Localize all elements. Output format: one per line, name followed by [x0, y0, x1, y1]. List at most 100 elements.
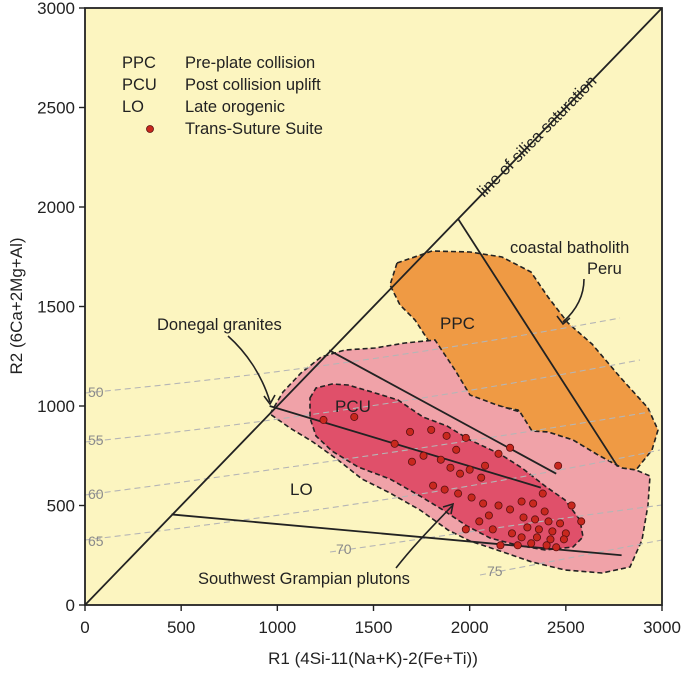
data-point — [475, 517, 484, 526]
peru-arrowhead — [556, 315, 571, 326]
data-point — [461, 525, 470, 534]
data-point — [552, 543, 561, 552]
data-point — [548, 527, 557, 536]
y-tick-label: 0 — [66, 596, 75, 615]
y-tick-label: 3000 — [37, 0, 75, 18]
data-point — [507, 529, 516, 538]
y-tick-label: 500 — [47, 497, 75, 516]
data-point — [436, 455, 445, 464]
peru-label: Peru — [587, 260, 622, 278]
contour-lines — [84, 317, 663, 576]
y-tick-label: 2500 — [37, 99, 75, 118]
data-point — [390, 439, 399, 448]
legend-text-lo: Late orogenic — [185, 98, 285, 116]
data-point — [477, 473, 486, 482]
silica-saturation-line — [84, 7, 663, 606]
data-point — [479, 499, 488, 508]
legend-abbr-pcu: PCU — [122, 76, 157, 94]
x-tick-label: 0 — [80, 618, 89, 637]
data-point — [577, 517, 586, 526]
data-point — [452, 445, 461, 454]
data-point — [461, 433, 470, 442]
data-point — [556, 519, 565, 528]
ppc-label: PPC — [440, 314, 475, 333]
data-point — [454, 489, 463, 498]
contour-line — [329, 504, 663, 553]
y-tick-label: 1000 — [37, 397, 75, 416]
ppc-boundary — [457, 218, 619, 468]
y-tick-label: 2000 — [37, 198, 75, 217]
data-point — [523, 523, 532, 532]
y-tick-label: 1500 — [37, 298, 75, 317]
data-point — [446, 463, 455, 472]
coastal-batholith-label: coastal batholith — [510, 239, 629, 257]
data-point — [419, 451, 428, 460]
data-point — [484, 511, 493, 520]
data-point — [406, 427, 415, 436]
data-point — [542, 541, 551, 550]
data-points — [319, 412, 586, 552]
data-point — [496, 541, 505, 550]
data-point — [517, 497, 526, 506]
data-point — [442, 431, 451, 440]
grampian-arrowhead — [442, 502, 455, 515]
x-tick-label: 1500 — [355, 618, 393, 637]
data-point — [467, 493, 476, 502]
data-point — [429, 481, 438, 490]
data-point — [465, 465, 474, 474]
data-point — [506, 443, 515, 452]
x-axis-ticks: 0 500 1000 1500 2000 2500 3000 — [80, 605, 681, 637]
y-axis-ticks: 0 500 1000 1500 2000 2500 3000 — [37, 0, 85, 615]
data-point — [456, 469, 465, 478]
data-point — [481, 461, 490, 470]
legend-text-ppc: Pre-plate collision — [185, 54, 315, 72]
data-point — [519, 513, 528, 522]
data-point — [567, 501, 576, 510]
data-point — [554, 461, 563, 470]
contour-label-70: 70 — [336, 541, 352, 557]
donegal-arrowhead — [263, 394, 276, 406]
data-point — [427, 425, 436, 434]
lo-pcu-boundary — [269, 405, 542, 489]
pcu-ppc-boundary — [328, 349, 557, 475]
donegal-label: Donegal granites — [157, 316, 282, 334]
data-point — [532, 533, 541, 542]
data-point — [544, 517, 553, 526]
data-point — [350, 412, 359, 421]
contour-label-65: 65 — [88, 533, 104, 549]
legend: PPC Pre-plate collision PCU Post collisi… — [122, 54, 323, 138]
data-point — [534, 525, 543, 534]
y-axis-label: R2 (6Ca+2Mg+Al) — [7, 237, 26, 374]
legend-text-pcu: Post collision uplift — [185, 76, 321, 94]
contour-label-50: 50 — [88, 384, 104, 400]
data-point — [527, 539, 536, 548]
x-tick-label: 2500 — [547, 618, 585, 637]
data-point — [540, 507, 549, 516]
data-point — [506, 505, 515, 514]
x-axis-label: R1 (4Si-11(Na+K)-2(Fe+Ti)) — [268, 649, 478, 668]
contour-label-60: 60 — [88, 486, 104, 502]
pcu-label: PCU — [335, 397, 371, 416]
data-point — [488, 525, 497, 534]
peru-arrow — [562, 278, 585, 323]
x-tick-label: 2000 — [451, 618, 489, 637]
x-tick-label: 3000 — [643, 618, 681, 637]
x-tick-label: 1000 — [258, 618, 296, 637]
contour-label-75: 75 — [487, 563, 503, 579]
data-point — [517, 533, 526, 542]
data-point — [531, 515, 540, 524]
data-point — [319, 415, 328, 424]
data-point — [407, 457, 416, 466]
data-point — [494, 501, 503, 510]
data-point — [440, 485, 449, 494]
legend-text-tss: Trans-Suture Suite — [185, 120, 323, 138]
data-point — [494, 449, 503, 458]
data-point — [559, 535, 568, 544]
contour-line — [84, 411, 651, 496]
data-point — [546, 535, 555, 544]
contour-line — [84, 449, 661, 541]
contour-line — [84, 359, 641, 443]
contour-label-55: 55 — [88, 432, 104, 448]
legend-abbr-lo: LO — [122, 98, 144, 116]
